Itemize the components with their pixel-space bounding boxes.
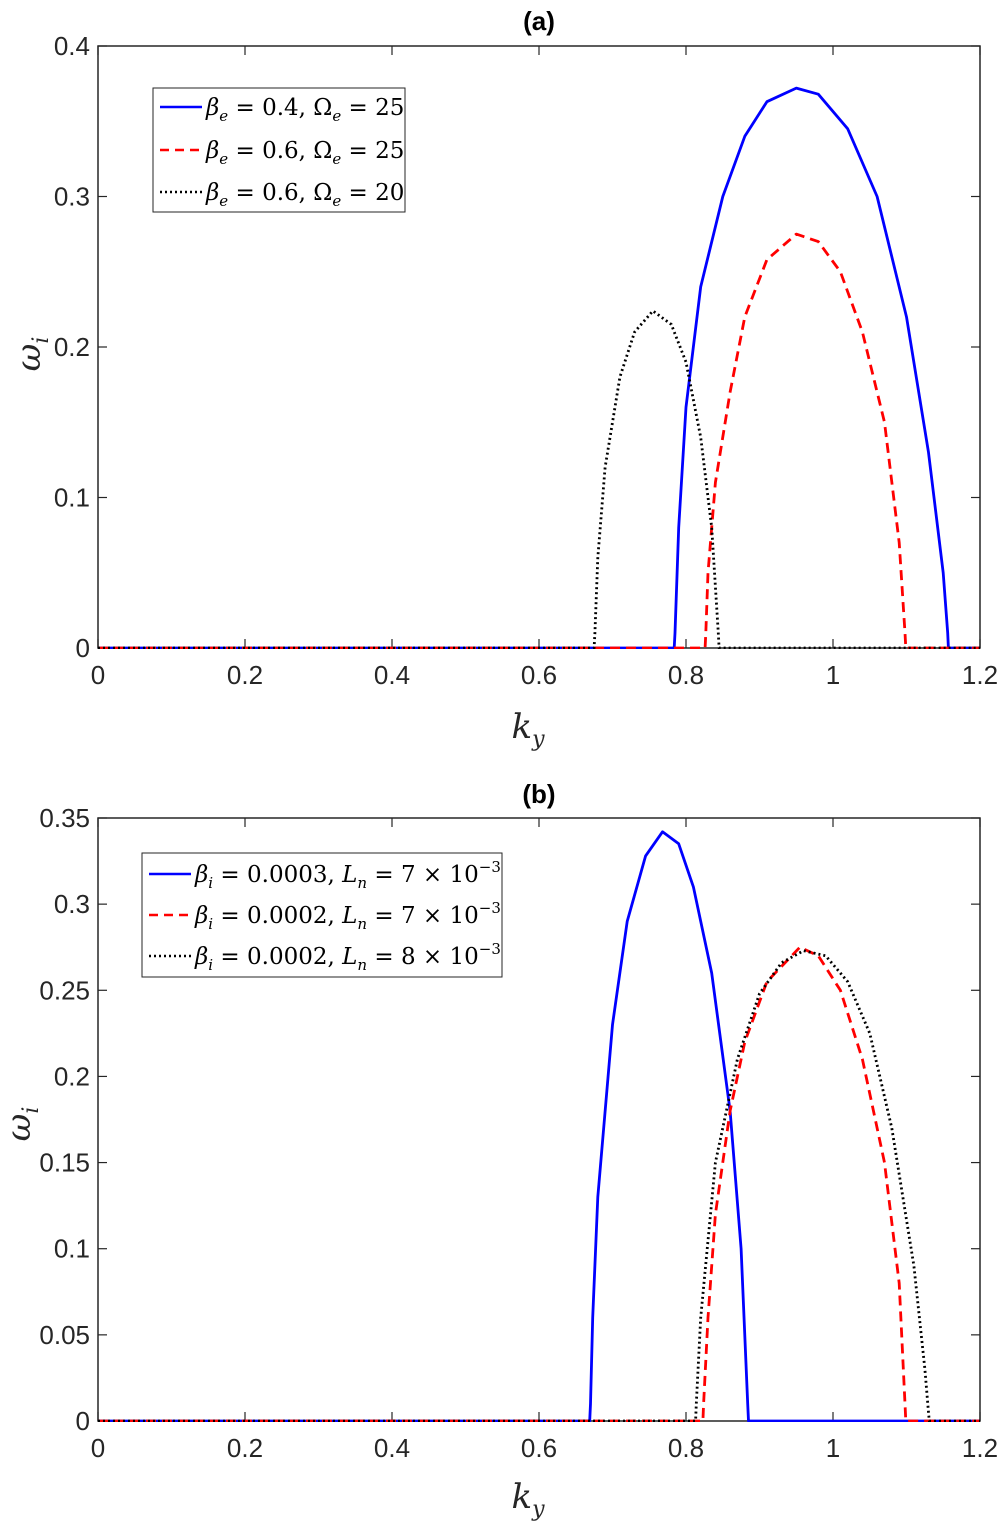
x-tick-label-a-4: 0.8 bbox=[668, 660, 704, 690]
panel-a-xlabel: ky bbox=[511, 707, 545, 752]
series-line-a-2 bbox=[98, 232, 980, 649]
x-tick-label-b-5: 1 bbox=[826, 1433, 840, 1463]
legend-a-entry-2: βe = 0.6, Ωe = 25 bbox=[205, 138, 404, 168]
y-tick-label-b-4: 0.2 bbox=[54, 1061, 90, 1091]
x-tick-label-b-0: 0 bbox=[91, 1433, 105, 1463]
axis-ticks-a: 0 0.2 0.4 0.6 0.8 1 1.2 0 0.1 0.2 0.3 0.4 bbox=[54, 31, 998, 690]
panel-b: (b) 0 0.2 0.4 0.6 0.8 1 1.2 0 0.05 0.1 0.15 0.2 0.25… bbox=[0, 779, 998, 1522]
legend-a: βe = 0.4, Ωe = 25 βe = 0.6, Ωe = 25 βe =… bbox=[152, 87, 406, 213]
y-tick-label-b-6: 0.3 bbox=[54, 889, 90, 919]
legend-b-entry-2: βi = 0.0002, Ln = 7 × 10−3 bbox=[194, 899, 501, 933]
panel-b-ylabel: ωi bbox=[0, 1107, 44, 1142]
x-tick-label-b-3: 0.6 bbox=[521, 1433, 557, 1463]
x-tick-label-b-4: 0.8 bbox=[668, 1433, 704, 1463]
x-tick-label-a-5: 1 bbox=[826, 660, 840, 690]
panel-b-xlabel: ky bbox=[511, 1477, 545, 1522]
x-tick-label-b-6: 1.2 bbox=[962, 1433, 998, 1463]
y-tick-label-a-3: 0.3 bbox=[54, 182, 90, 212]
y-tick-label-a-2: 0.2 bbox=[54, 332, 90, 362]
panel-a-title: (a) bbox=[523, 6, 555, 36]
panel-b-title: (b) bbox=[522, 779, 555, 809]
y-tick-label-b-1: 0.05 bbox=[39, 1320, 90, 1350]
legend-b: βi = 0.0003, Ln = 7 × 10−3 βi = 0.0002, … bbox=[141, 852, 503, 978]
x-tick-label-b-2: 0.4 bbox=[374, 1433, 410, 1463]
legend-b-entry-1: βi = 0.0003, Ln = 7 × 10−3 bbox=[194, 858, 501, 892]
y-tick-label-a-4: 0.4 bbox=[54, 31, 90, 61]
series-line-b-1 bbox=[98, 830, 980, 1422]
y-tick-label-b-5: 0.25 bbox=[39, 975, 90, 1005]
legend-a-entry-3: βe = 0.6, Ωe = 20 bbox=[205, 180, 404, 210]
x-tick-label-b-1: 0.2 bbox=[227, 1433, 263, 1463]
y-tick-label-b-2: 0.1 bbox=[54, 1234, 90, 1264]
x-tick-label-a-2: 0.4 bbox=[374, 660, 410, 690]
x-tick-label-a-3: 0.6 bbox=[521, 660, 557, 690]
y-tick-label-b-7: 0.35 bbox=[39, 803, 90, 833]
y-tick-label-a-1: 0.1 bbox=[54, 483, 90, 513]
legend-b-entry-3: βi = 0.0002, Ln = 8 × 10−3 bbox=[194, 940, 501, 974]
series-line-b-3 bbox=[98, 949, 980, 1422]
y-tick-label-a-0: 0 bbox=[76, 633, 90, 663]
y-tick-label-b-3: 0.15 bbox=[39, 1148, 90, 1178]
series-group-b bbox=[98, 830, 980, 1422]
legend-b-box bbox=[141, 852, 503, 978]
legend-a-entry-1: βe = 0.4, Ωe = 25 bbox=[205, 95, 404, 125]
axis-ticks-b: 0 0.2 0.4 0.6 0.8 1 1.2 0 0.05 0.1 0.15 0.2 0.25 0.3 0… bbox=[39, 803, 998, 1463]
series-group-a bbox=[98, 86, 980, 649]
panel-a-ylabel: ωi bbox=[9, 337, 54, 372]
y-tick-label-b-0: 0 bbox=[76, 1406, 90, 1436]
x-tick-label-a-0: 0 bbox=[91, 660, 105, 690]
series-line-a-1 bbox=[98, 86, 980, 649]
x-tick-label-a-6: 1.2 bbox=[962, 660, 998, 690]
series-line-b-2 bbox=[98, 945, 980, 1422]
x-tick-label-a-1: 0.2 bbox=[227, 660, 263, 690]
series-line-a-3 bbox=[98, 309, 980, 649]
panel-a: (a) 0 0.2 0.4 0.6 0.8 1 1.2 0 0.1 0.2 0.3 0.4 ky ωi… bbox=[9, 6, 998, 752]
